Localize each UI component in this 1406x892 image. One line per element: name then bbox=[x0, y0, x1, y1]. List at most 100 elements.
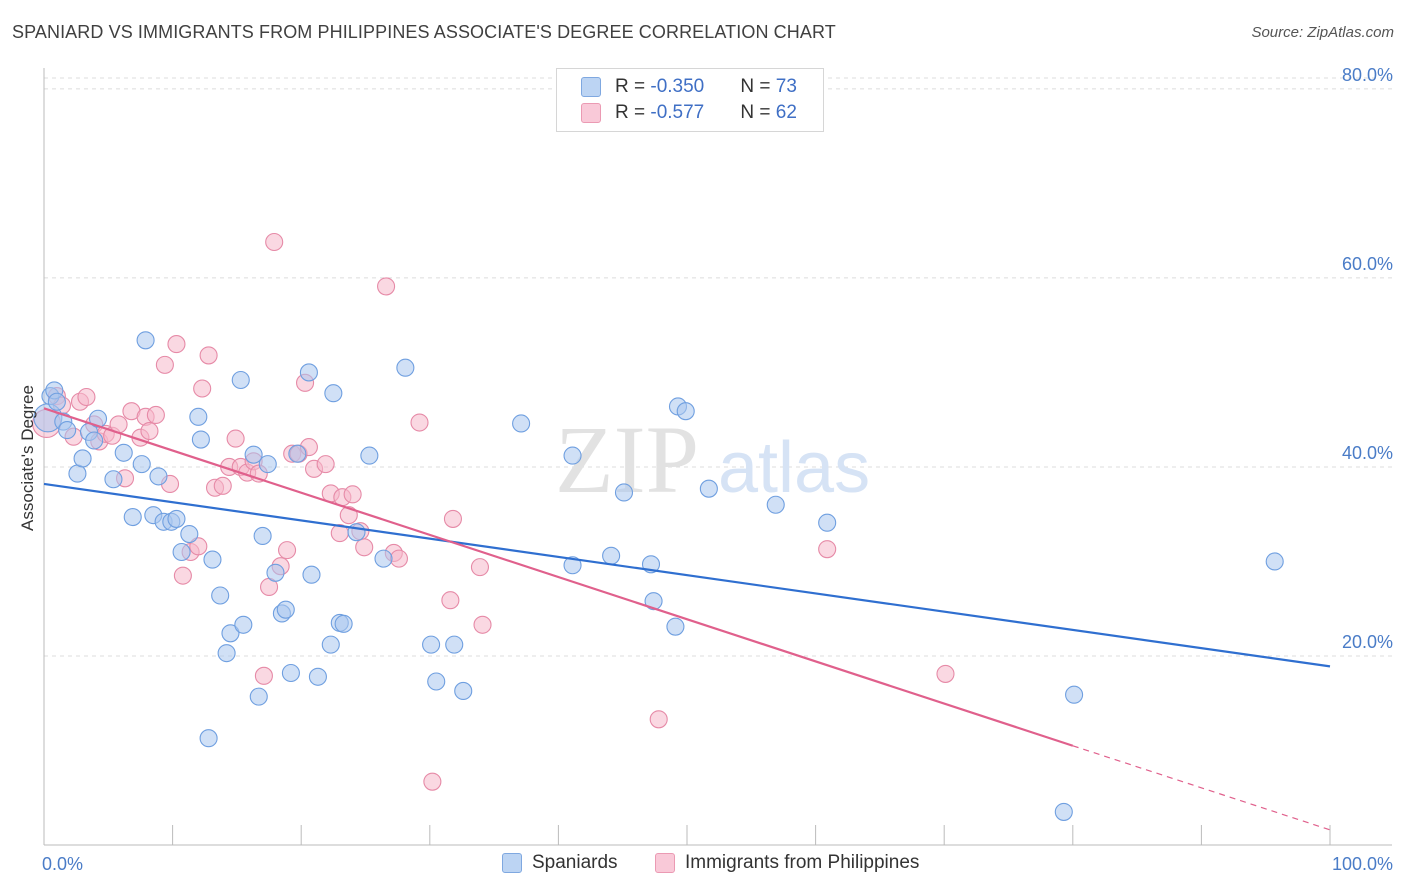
legend-n-label: N = bbox=[740, 76, 776, 97]
spaniards-point bbox=[234, 615, 253, 634]
spaniards-point bbox=[1065, 685, 1084, 704]
spaniards-point bbox=[644, 592, 663, 611]
y-tick-label: 20.0% bbox=[1342, 632, 1393, 652]
series-label-philippines: Immigrants from Philippines bbox=[685, 852, 920, 873]
spaniards-point bbox=[602, 546, 621, 565]
spaniards-point bbox=[276, 600, 295, 619]
spaniards-point bbox=[258, 455, 277, 474]
philippines-point bbox=[278, 541, 297, 560]
spaniards-point bbox=[221, 624, 240, 643]
spaniards-point bbox=[454, 681, 473, 700]
spaniards-point bbox=[347, 523, 366, 542]
spaniards-point bbox=[676, 402, 695, 421]
spaniards-point bbox=[302, 565, 321, 584]
spaniards-point bbox=[231, 370, 250, 390]
legend-n-value: 62 bbox=[775, 102, 797, 123]
spaniards-point bbox=[149, 467, 168, 486]
spaniards-point bbox=[180, 525, 199, 544]
philippines-point bbox=[936, 664, 955, 683]
series-label-spaniards: Spaniards bbox=[532, 852, 618, 873]
spaniards-point bbox=[73, 449, 92, 468]
spaniards-point bbox=[167, 509, 186, 528]
philippines-point bbox=[339, 506, 358, 525]
spaniards-point bbox=[136, 331, 155, 350]
philippines-point bbox=[140, 421, 159, 441]
spaniards-point bbox=[47, 392, 66, 411]
philippines-point bbox=[254, 666, 273, 685]
spaniards-point bbox=[512, 414, 531, 433]
grid-lines bbox=[44, 77, 1392, 657]
spaniards-point bbox=[422, 635, 441, 654]
spaniards-point bbox=[266, 563, 285, 582]
trend-line-philippines-extension bbox=[1072, 745, 1331, 831]
philippines-point bbox=[818, 540, 837, 559]
series-legend: Spaniards Immigrants from Philippines bbox=[0, 852, 1406, 878]
series-legend-spaniards: Spaniards bbox=[502, 852, 618, 874]
spaniards-point bbox=[445, 635, 464, 654]
spaniards-point bbox=[766, 495, 785, 514]
philippines-point bbox=[443, 509, 462, 528]
spaniards-point bbox=[88, 409, 108, 428]
axes bbox=[43, 68, 1392, 846]
spaniards-point bbox=[308, 667, 327, 686]
philippines-point bbox=[423, 772, 442, 791]
y-tick-label: 60.0% bbox=[1342, 254, 1393, 274]
spaniards-point bbox=[281, 663, 300, 683]
spaniards-point bbox=[104, 470, 123, 489]
spaniards-point bbox=[199, 729, 218, 748]
spaniards-point bbox=[172, 542, 191, 562]
philippines-point bbox=[167, 335, 186, 354]
spaniards-point bbox=[217, 644, 236, 663]
philippines-point bbox=[173, 566, 192, 585]
philippines-point bbox=[441, 591, 460, 610]
philippines-point bbox=[265, 232, 284, 252]
spaniards-point bbox=[132, 455, 151, 474]
philippines-point bbox=[316, 455, 335, 474]
spaniards-point bbox=[114, 443, 133, 462]
trend-line-philippines bbox=[43, 407, 1074, 747]
spaniards-point bbox=[427, 672, 446, 691]
points-spaniards bbox=[33, 331, 1284, 821]
spaniards-point bbox=[68, 464, 87, 483]
philippines-point bbox=[343, 485, 362, 504]
philippines-point bbox=[199, 346, 218, 365]
legend-n-value: 73 bbox=[775, 76, 797, 97]
trend-line-spaniards bbox=[43, 482, 1331, 668]
philippines-point bbox=[649, 710, 668, 729]
philippines-point bbox=[377, 277, 396, 296]
legend-n-label: N = bbox=[740, 102, 776, 123]
spaniards-point bbox=[321, 635, 340, 654]
spaniards-point bbox=[211, 586, 230, 605]
spaniards-point bbox=[360, 446, 379, 465]
philippines-point bbox=[473, 615, 492, 634]
series-swatch-philippines bbox=[655, 853, 675, 873]
x-tick-label: 0.0% bbox=[42, 854, 83, 874]
spaniards-point bbox=[563, 556, 582, 575]
legend-row-philippines: R = -0.577 N = 62 bbox=[557, 100, 797, 126]
philippines-point bbox=[470, 558, 490, 577]
spaniards-point bbox=[396, 358, 415, 377]
spaniards-point bbox=[666, 617, 685, 636]
legend-r-value: -0.577 bbox=[650, 102, 705, 123]
legend-r-label: R = bbox=[615, 76, 651, 97]
philippines-point bbox=[193, 379, 212, 398]
spaniards-point bbox=[374, 549, 393, 568]
spaniards-point bbox=[699, 479, 718, 498]
philippines-point bbox=[77, 387, 96, 407]
philippines-point bbox=[226, 429, 245, 448]
x-tick-label: 100.0% bbox=[1332, 854, 1393, 874]
spaniards-point bbox=[563, 446, 582, 465]
philippines-point bbox=[155, 355, 174, 374]
philippines-point bbox=[410, 413, 429, 432]
spaniards-point bbox=[58, 421, 77, 440]
series-legend-philippines: Immigrants from Philippines bbox=[655, 852, 919, 874]
spaniards-point bbox=[85, 431, 104, 450]
spaniards-point bbox=[191, 430, 210, 449]
philippines-point bbox=[213, 476, 232, 495]
spaniards-point bbox=[123, 507, 142, 527]
y-axis-label: Associate's Degree bbox=[18, 385, 37, 531]
legend-row-spaniards: R = -0.350 N = 73 bbox=[557, 74, 797, 100]
philippines-point bbox=[189, 537, 208, 556]
spaniards-point bbox=[249, 687, 268, 706]
spaniards-point bbox=[1054, 802, 1073, 821]
